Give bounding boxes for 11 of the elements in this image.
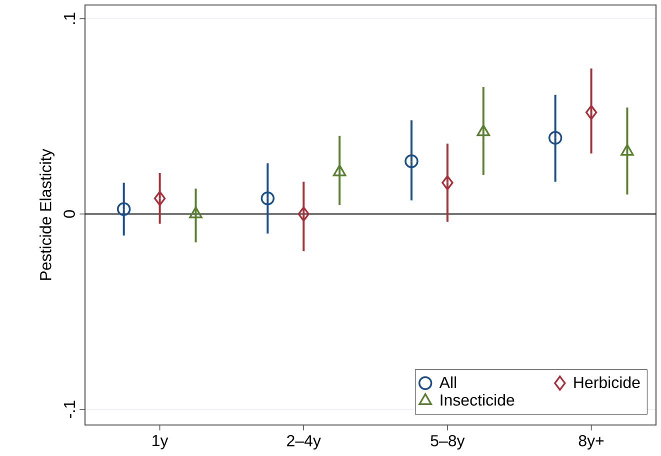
x-tick-label: 8y+ <box>578 435 604 450</box>
x-tick-label: 2–4y <box>287 435 321 450</box>
legend-label: Insecticide <box>440 394 514 406</box>
y-tick-label: 0 <box>64 210 75 218</box>
x-tick-label: 1y <box>152 435 168 450</box>
legend-label: All <box>439 376 456 388</box>
y-tick-label: .1 <box>64 12 75 24</box>
y-axis-title: Pesticide Elasticity <box>40 148 54 280</box>
legend-label: Herbicide <box>574 376 640 388</box>
y-tick-label: -.1 <box>64 400 75 418</box>
x-tick-label: 5–8y <box>430 435 465 450</box>
